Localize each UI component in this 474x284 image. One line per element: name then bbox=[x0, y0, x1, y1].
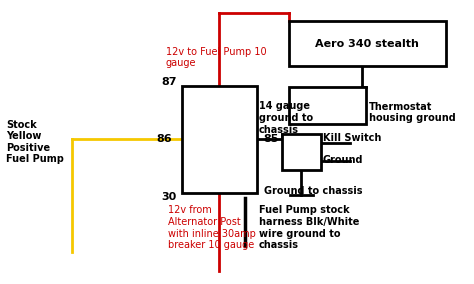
Bar bbox=[282, 133, 321, 170]
Bar bbox=[182, 86, 257, 193]
Text: 86: 86 bbox=[157, 134, 173, 144]
Text: 30: 30 bbox=[162, 192, 177, 202]
Text: 14 gauge
ground to
chassis: 14 gauge ground to chassis bbox=[259, 101, 313, 135]
Text: Ground to chassis: Ground to chassis bbox=[264, 186, 362, 196]
Text: Kill Switch: Kill Switch bbox=[323, 133, 381, 143]
Text: Stock
Yellow
Positive
Fuel Pump: Stock Yellow Positive Fuel Pump bbox=[6, 120, 64, 164]
Text: Thermostat
housing ground: Thermostat housing ground bbox=[369, 102, 456, 123]
Text: Ground: Ground bbox=[323, 155, 364, 165]
Text: Aero 340 stealth: Aero 340 stealth bbox=[316, 39, 419, 49]
Text: Fuel Pump stock
harness Blk/White
wire ground to
chassis: Fuel Pump stock harness Blk/White wire g… bbox=[259, 205, 359, 250]
Text: 87: 87 bbox=[162, 76, 177, 87]
Bar bbox=[289, 87, 366, 124]
Text: 12v to Fuel Pump 10
gauge: 12v to Fuel Pump 10 gauge bbox=[165, 47, 266, 68]
Bar bbox=[289, 21, 446, 66]
Text: 12v from
Alternator Post
with inline 30amp
breaker 10 gauge: 12v from Alternator Post with inline 30a… bbox=[168, 205, 256, 250]
Text: 85: 85 bbox=[264, 134, 279, 144]
